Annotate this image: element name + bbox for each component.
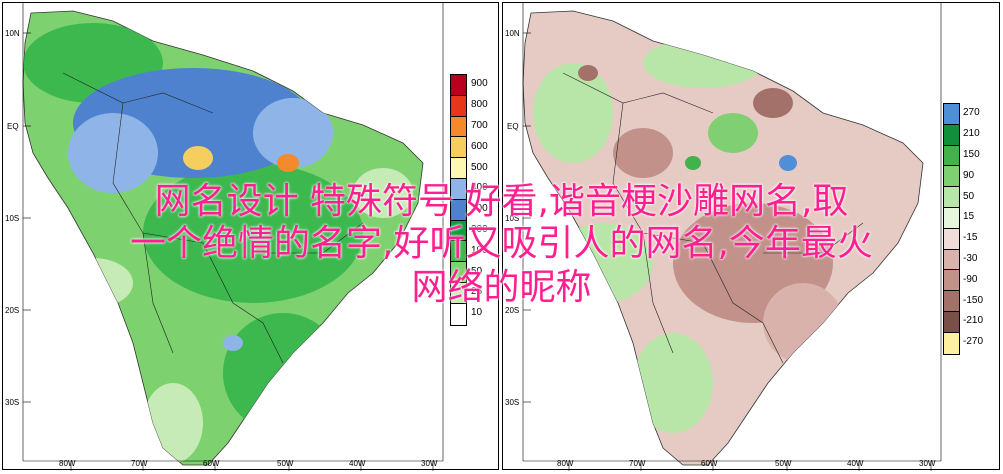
overlay-title-line: 网名设计 特殊符号 好看,谐音梗沙雕网名,取 xyxy=(154,181,849,222)
lat-label: EQ xyxy=(7,122,19,131)
legend-label: -15 xyxy=(963,232,978,244)
legend-label: 210 xyxy=(963,128,980,140)
legend-swatch xyxy=(944,249,959,271)
legend-label: 10 xyxy=(471,307,483,319)
precip-map xyxy=(22,3,444,471)
legend-label: 90 xyxy=(963,169,975,181)
lat-label: 10S xyxy=(505,214,520,223)
legend-label: 15 xyxy=(963,211,975,223)
lat-label: 30S xyxy=(5,398,20,407)
precip-legend xyxy=(450,74,467,326)
legend-swatch xyxy=(944,207,959,229)
legend-label: 100 xyxy=(471,244,488,256)
legend-swatch xyxy=(944,166,959,188)
lon-label: 30W xyxy=(421,459,438,468)
legend-swatch xyxy=(451,178,466,200)
lon-label: 30W xyxy=(919,459,936,468)
legend-label: 700 xyxy=(471,120,488,131)
country-borders xyxy=(62,72,364,364)
lon-label: 70W xyxy=(629,459,646,468)
lat-label: 10N xyxy=(5,29,20,38)
legend-swatch xyxy=(451,303,466,325)
legend-label: 270 xyxy=(963,107,980,119)
legend-swatch xyxy=(944,311,959,333)
legend-label: 25 xyxy=(471,286,483,298)
legend-swatch xyxy=(451,116,466,138)
anomaly-legend xyxy=(943,103,960,355)
legend-swatch xyxy=(451,199,466,221)
overlay-title-line: 一个绝情的名字,好听又吸引人的网名,今年最火 xyxy=(130,223,873,264)
lon-label: 70W xyxy=(131,459,148,468)
legend-label: 50 xyxy=(471,265,483,277)
legend-swatch xyxy=(451,137,466,159)
legend-swatch xyxy=(944,187,959,208)
axis-ticks xyxy=(523,32,932,471)
legend-swatch xyxy=(944,270,959,292)
legend-label: 150 xyxy=(963,149,980,160)
lon-label: 60W xyxy=(701,459,718,468)
lat-label: 30S xyxy=(505,398,520,407)
legend-label: 300 xyxy=(471,203,488,215)
legend-swatch xyxy=(451,282,466,304)
legend-label: 50 xyxy=(963,190,975,202)
anomaly-map-panel: 10N EQ 10S 20S 30S 80W 70W 60W 50W 40W 3… xyxy=(502,2,1000,471)
legend-label: -90 xyxy=(963,273,978,285)
lat-label: 20S xyxy=(505,306,520,315)
legend-swatch xyxy=(944,124,959,146)
legend-label: 800 xyxy=(471,99,488,111)
lat-label: EQ xyxy=(507,122,519,131)
legend-label: 900 xyxy=(471,78,488,90)
legend-swatch xyxy=(944,332,959,354)
legend-label: -30 xyxy=(963,253,978,264)
axis-ticks xyxy=(23,32,434,471)
legend-label: -210 xyxy=(963,315,984,327)
precip-map-panel: 10N EQ 10S 20S 30S 80W 70W 60W 50W 40W 3… xyxy=(2,2,499,471)
legend-label: 400 xyxy=(471,182,488,194)
lat-label: 20S xyxy=(5,306,20,315)
anomaly-map xyxy=(522,3,942,471)
legend-swatch xyxy=(451,262,466,283)
lon-label: 50W xyxy=(775,459,792,468)
legend-swatch xyxy=(451,241,466,263)
legend-swatch xyxy=(451,75,466,96)
lon-label: 80W xyxy=(557,459,574,468)
legend-swatch xyxy=(944,228,959,250)
legend-swatch xyxy=(451,95,466,117)
lat-label: 10N xyxy=(505,29,520,38)
lon-label: 50W xyxy=(277,459,294,468)
legend-label: 500 xyxy=(471,161,488,173)
lon-label: 80W xyxy=(59,459,76,468)
legend-label: 200 xyxy=(471,224,488,235)
legend-swatch xyxy=(944,145,959,167)
legend-swatch xyxy=(451,158,466,179)
lat-label: 10S xyxy=(5,214,20,223)
legend-label: -270 xyxy=(963,336,984,348)
legend-label: -150 xyxy=(963,294,984,306)
overlay-title-line: 网络的昵称 xyxy=(411,267,592,308)
country-borders xyxy=(562,72,864,364)
lon-label: 40W xyxy=(847,459,864,468)
legend-swatch xyxy=(451,220,466,242)
legend-swatch xyxy=(944,291,959,312)
legend-swatch xyxy=(944,104,959,125)
legend-label: 600 xyxy=(471,140,488,152)
lon-label: 60W xyxy=(203,459,220,468)
lon-label: 40W xyxy=(349,459,366,468)
